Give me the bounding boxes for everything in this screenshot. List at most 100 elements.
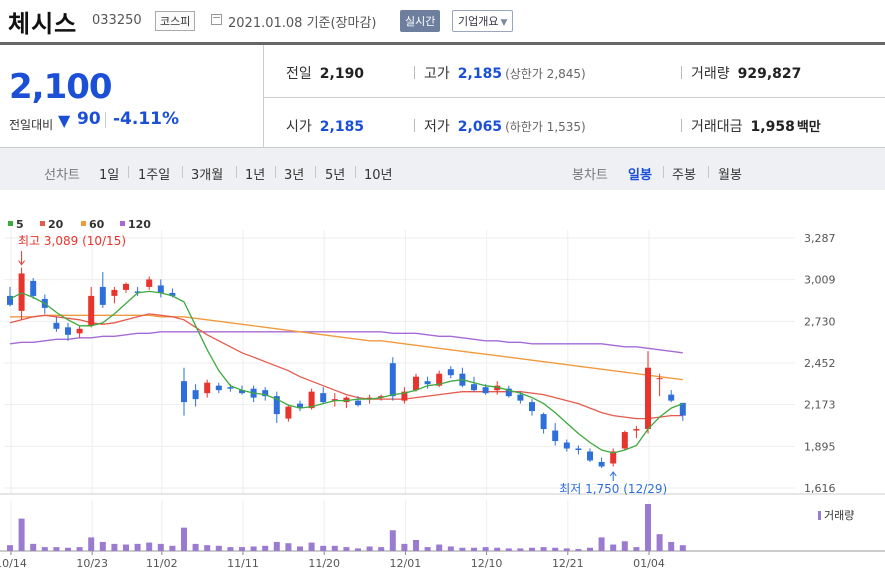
volume-bar	[552, 547, 559, 551]
price-summary: 2,100 전일대비 ▼ 90 -4.11% 전일 2,190 고가 2,185 (상…	[0, 45, 885, 148]
volume-bar	[297, 546, 303, 551]
ma20-line	[9, 313, 683, 420]
volume-bar	[505, 548, 512, 551]
range-1w[interactable]: 1주일	[138, 168, 171, 183]
candle-body	[610, 451, 617, 464]
period-monthly[interactable]: 월봉	[718, 168, 742, 183]
candle-body	[320, 393, 327, 403]
candle-body	[482, 387, 489, 394]
candle-body	[587, 451, 593, 461]
volume-bar	[517, 548, 524, 551]
candle-body	[424, 381, 431, 385]
candle-body	[99, 286, 106, 305]
x-tick-label: 12/21	[552, 557, 584, 570]
period-weekly[interactable]: 주봉	[672, 168, 696, 183]
volume-bar	[65, 547, 71, 551]
candlestick-chart[interactable]: 3,287 3,009 2,730 2,452 2,173 1,895 1,616 10/14…	[0, 190, 885, 579]
period-daily[interactable]: 일봉	[628, 168, 652, 183]
upper-limit: (상한가 2,845)	[505, 67, 586, 81]
volume-bar	[308, 542, 315, 551]
y-tick-label: 2,173	[804, 399, 836, 412]
volume-bar	[413, 539, 419, 551]
open-value: 2,185	[319, 119, 365, 135]
candle-body	[239, 390, 245, 394]
range-3y[interactable]: 3년	[284, 168, 305, 183]
candle-body	[331, 399, 338, 401]
row-divider	[263, 97, 885, 98]
candle-body	[505, 388, 512, 397]
volume-bar	[471, 547, 477, 551]
candle-body	[192, 390, 199, 400]
candle-body	[679, 402, 686, 416]
range-1d[interactable]: 1일	[99, 168, 120, 183]
change-value: 90	[77, 109, 101, 129]
x-tick-label: 10/23	[76, 557, 108, 570]
x-tick-label: 11/11	[227, 557, 259, 570]
volume-bar	[134, 543, 141, 551]
calendar-icon	[211, 14, 222, 25]
x-tick-label: 12/10	[471, 557, 503, 570]
cell-separator	[681, 119, 682, 132]
volume-bar	[355, 548, 361, 551]
candle-body	[273, 396, 280, 415]
low-annotation: 최저 1,750 (12/29)	[559, 482, 667, 496]
volume-bar	[610, 544, 617, 551]
panel-divider	[263, 45, 264, 147]
candle-body	[656, 378, 663, 380]
candle-chart-label: 봉차트	[572, 168, 608, 183]
range-separator	[663, 166, 664, 178]
range-1y[interactable]: 1년	[245, 168, 266, 183]
change-percent: -4.11%	[113, 109, 180, 129]
x-tick-label: 12/01	[390, 557, 422, 570]
candle-body	[204, 382, 211, 394]
stock-name: 체시스	[8, 10, 78, 38]
candle-body	[157, 285, 164, 293]
change-separator	[105, 112, 106, 128]
volume-bar	[18, 518, 25, 551]
high-arrow-head	[18, 260, 25, 266]
low-price: 저가 2,065 (하한가 1,535)	[424, 116, 586, 136]
volume-bar	[111, 543, 118, 551]
volume-bar	[482, 547, 489, 551]
volume-bar	[587, 547, 593, 551]
base-date: 2021.01.08 기준(장마감)	[228, 16, 377, 31]
y-tick-label: 3,009	[804, 274, 836, 287]
market-badge: 코스피	[155, 11, 196, 31]
volume-bar	[41, 547, 48, 551]
realtime-button[interactable]: 실시간	[400, 10, 441, 32]
volume-legend-swatch	[818, 511, 821, 520]
legend-label-ma60: 60	[89, 218, 105, 231]
x-tick-label: 01/04	[633, 557, 665, 570]
cell-separator	[414, 66, 415, 79]
range-3m[interactable]: 3개월	[191, 168, 224, 183]
range-10y[interactable]: 10년	[364, 168, 393, 183]
candle-body	[401, 391, 408, 401]
candle-body	[308, 391, 315, 409]
legend-swatch-ma5	[8, 221, 13, 226]
candle-body	[7, 295, 13, 305]
line-chart-label: 선차트	[44, 168, 80, 183]
legend-swatch-ma20	[40, 221, 45, 226]
volume-bar	[169, 545, 176, 551]
legend-swatch-ma60	[81, 221, 86, 226]
volume-bar	[668, 541, 675, 551]
candle-body	[18, 273, 25, 311]
company-overview-button[interactable]: 기업개요 ▼	[452, 10, 514, 32]
volume-bar	[215, 545, 222, 551]
low-label: 저가	[424, 119, 450, 135]
volume-bar	[540, 547, 547, 551]
volume-bar	[146, 542, 153, 551]
range-5y[interactable]: 5년	[325, 168, 346, 183]
candle-body	[215, 385, 222, 391]
y-tick-label: 3,287	[804, 232, 836, 245]
volume-bar	[563, 548, 570, 551]
candle-body	[76, 328, 83, 334]
open-label: 시가	[286, 119, 312, 135]
lower-limit: (하한가 1,535)	[505, 120, 586, 134]
prev-close: 전일 2,190	[286, 63, 364, 83]
volume-bar	[262, 545, 269, 551]
legend-label-ma120: 120	[128, 218, 151, 231]
y-tick-label: 2,730	[804, 315, 836, 328]
volume-bar	[250, 546, 257, 551]
volume-bar	[656, 534, 663, 551]
